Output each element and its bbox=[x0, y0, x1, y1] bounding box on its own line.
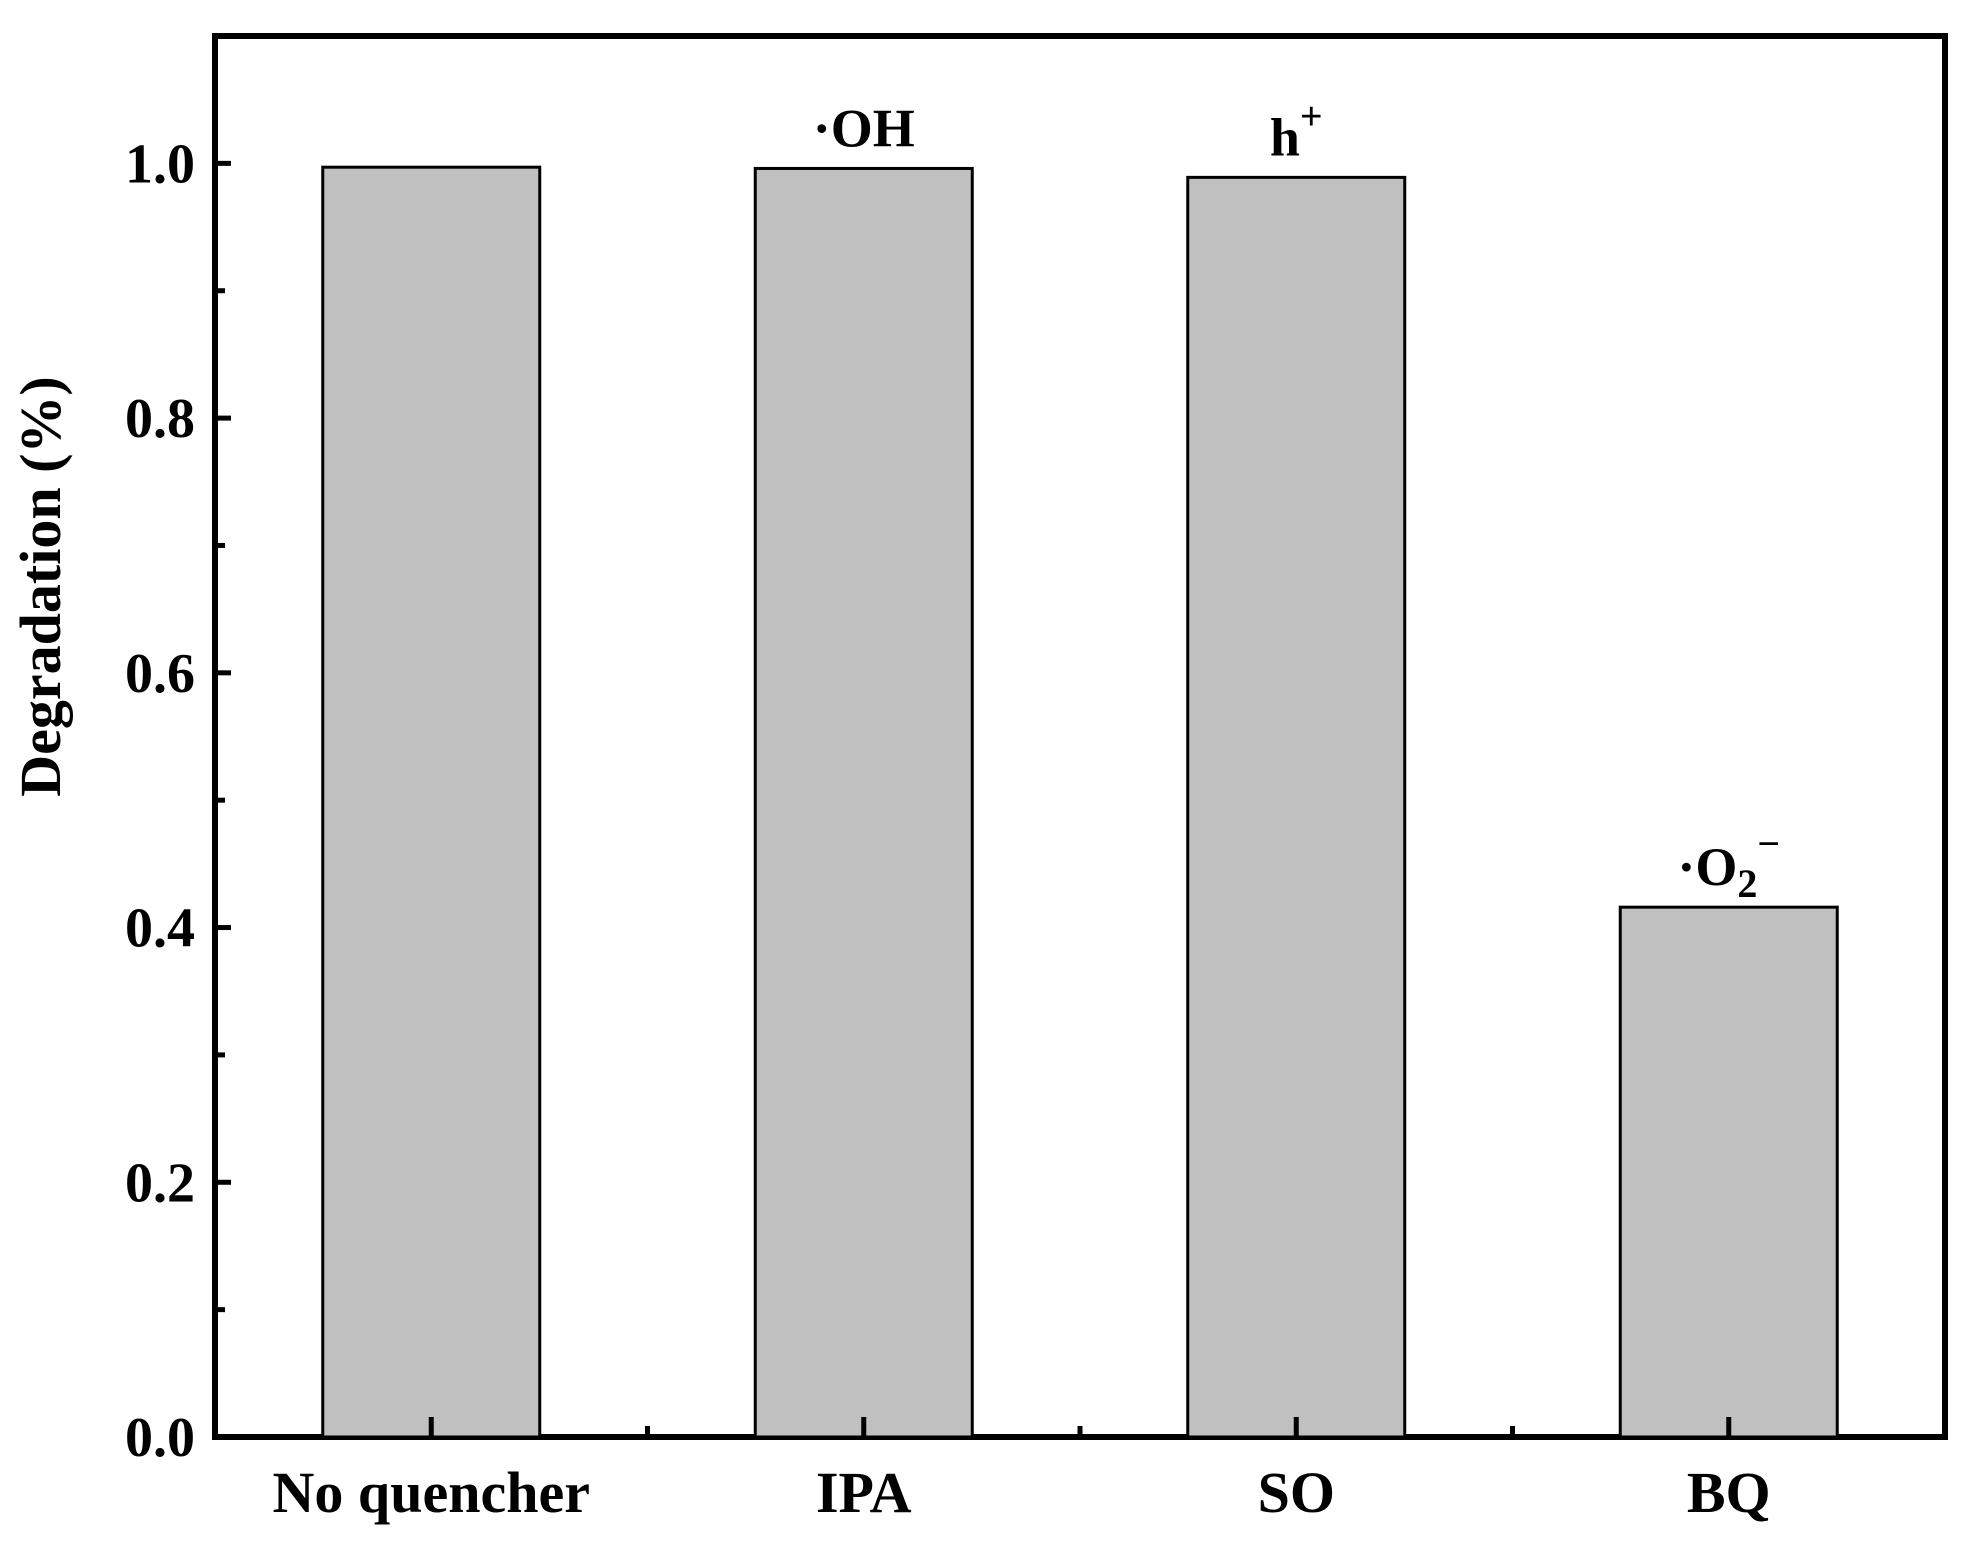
y-axis-title: Degradation (%) bbox=[8, 376, 73, 796]
y-tick-label: 0.6 bbox=[125, 643, 195, 705]
bars-layer bbox=[321, 165, 1839, 1439]
bar-annotation: ·OH bbox=[813, 98, 915, 158]
labels-layer: 0.0 0.2 0.4 0.6 0.8 1.0 No quencher IPA SO BQ ·OH h… bbox=[125, 93, 1780, 1525]
y-tick-label: 0.4 bbox=[125, 898, 195, 960]
ticks-layer bbox=[215, 160, 1732, 1440]
y-tick-label: 0.8 bbox=[125, 388, 195, 450]
bar-bq bbox=[1618, 905, 1839, 1439]
y-tick-label: 0.2 bbox=[125, 1152, 195, 1214]
x-tick-label: SO bbox=[1258, 1460, 1335, 1525]
bar-ipa bbox=[753, 166, 974, 1439]
bar-so bbox=[1186, 175, 1407, 1439]
y-tick-label: 1.0 bbox=[125, 133, 195, 195]
x-tick-label: BQ bbox=[1687, 1460, 1771, 1525]
x-tick-label: IPA bbox=[816, 1460, 912, 1525]
y-tick-label: 0.0 bbox=[125, 1407, 195, 1469]
bar-annotation: ·O2− bbox=[1677, 821, 1780, 906]
bar-annotation: h+ bbox=[1270, 93, 1323, 167]
x-tick-label: No quencher bbox=[273, 1460, 590, 1525]
bar-no-quencher bbox=[321, 165, 542, 1439]
